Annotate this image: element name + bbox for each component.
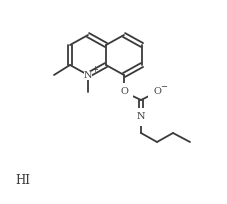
- Text: O: O: [152, 88, 160, 96]
- Text: HI: HI: [15, 173, 30, 186]
- Text: N: N: [136, 112, 145, 122]
- Text: −: −: [160, 82, 167, 92]
- Text: O: O: [120, 88, 127, 96]
- Text: N: N: [83, 71, 92, 80]
- Text: +: +: [91, 64, 98, 73]
